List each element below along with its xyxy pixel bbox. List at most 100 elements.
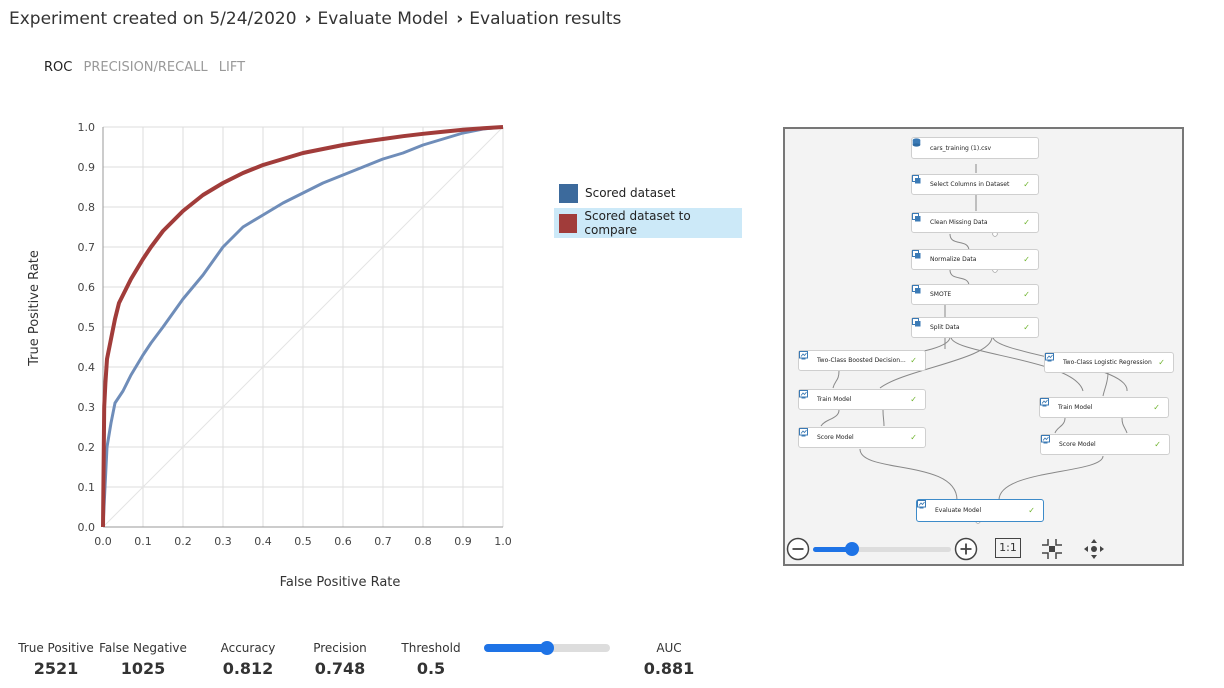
connector (859, 448, 958, 501)
threshold-slider-fill (484, 644, 547, 652)
connector (949, 233, 970, 252)
y-tick-label: 0.6 (78, 281, 96, 294)
zoom-in-icon[interactable] (954, 537, 978, 561)
breadcrumb-separator: › (304, 9, 312, 29)
y-tick-label: 0.2 (78, 441, 96, 454)
module-label: cars_training (1).csv (930, 144, 992, 152)
actual-size-button[interactable]: 1:1 (995, 538, 1021, 558)
module-icon (912, 250, 925, 264)
module-cars-training-1-csv[interactable]: cars_training (1).csv (911, 137, 1039, 159)
y-tick-label: 0.9 (78, 161, 96, 174)
breadcrumb-evaluate-model[interactable]: Evaluate Model (317, 9, 449, 29)
y-tick-label: 1.0 (78, 121, 96, 134)
module-score-model[interactable]: Score Model ✓ (1040, 434, 1170, 455)
zoom-slider[interactable] (813, 542, 951, 556)
model-icon (799, 428, 812, 442)
module-label: Train Model (1058, 404, 1093, 411)
stat-precision: Precision 0.748 (290, 641, 390, 678)
chart-series (101, 125, 504, 528)
canvas-zoom-controls: 1:1 (785, 535, 1185, 563)
legend-swatch (559, 213, 578, 233)
x-tick-label: 0.7 (374, 535, 392, 548)
module-icon (912, 213, 925, 227)
checkmark-icon: ✓ (1023, 255, 1030, 264)
module-train-model[interactable]: Train Model ✓ (1039, 397, 1169, 418)
checkmark-icon: ✓ (1158, 358, 1165, 367)
x-tick-label: 0.2 (174, 535, 192, 548)
connector (998, 455, 1104, 501)
y-tick-label: 0.7 (78, 241, 96, 254)
module-label: Evaluate Model (935, 507, 982, 514)
y-tick-label: 0.0 (78, 521, 96, 534)
model-icon (1041, 435, 1054, 449)
stat-value: 0.812 (222, 659, 274, 678)
stat-value: 0.748 (314, 659, 366, 678)
connector (820, 409, 840, 427)
module-score-model[interactable]: Score Model ✓ (798, 427, 926, 448)
x-tick-label: 0.9 (454, 535, 472, 548)
y-tick-label: 0.8 (78, 201, 96, 214)
experiment-canvas[interactable]: cars_training (1).csv Select Columns in D… (783, 127, 1184, 566)
zoom-slider-handle[interactable] (844, 542, 859, 556)
zoom-out-icon[interactable] (786, 537, 810, 561)
chart-grid (102, 126, 504, 528)
module-label: Score Model (1059, 441, 1096, 448)
module-evaluate-model[interactable]: Evaluate Model ✓ (916, 499, 1044, 522)
module-normalize-data[interactable]: Normalize Data ✓ (911, 249, 1039, 270)
model-icon (799, 390, 812, 404)
checkmark-icon: ✓ (910, 395, 917, 404)
module-two-class-boosted-decision[interactable]: Two-Class Boosted Decision... ✓ (798, 350, 926, 371)
legend-item-scored-dataset[interactable]: Scored dataset (554, 178, 742, 208)
module-label: Two-Class Boosted Decision... (817, 357, 906, 364)
threshold-slider-handle[interactable] (540, 641, 554, 655)
tab-precision-recall[interactable]: PRECISION/RECALL (83, 60, 208, 75)
stat-label: Precision (313, 641, 367, 655)
module-clean-missing-data[interactable]: Clean Missing Data ✓ (911, 212, 1039, 233)
chart-legend: Scored dataset Scored dataset to compare (554, 178, 742, 238)
model-icon (1040, 398, 1053, 412)
y-tick-label: 0.5 (78, 321, 96, 334)
tab-lift[interactable]: LIFT (218, 60, 246, 75)
checkmark-icon: ✓ (1023, 180, 1030, 189)
stat-label: True Positive (18, 641, 94, 655)
x-tick-label: 0.1 (134, 535, 152, 548)
checkmark-icon: ✓ (910, 356, 917, 365)
breadcrumb-experiment[interactable]: Experiment created on 5/24/2020 (9, 9, 297, 29)
roc-curve-scored-dataset-to-compare (101, 125, 504, 528)
checkmark-icon: ✓ (1023, 323, 1030, 332)
module-label: Clean Missing Data (930, 219, 988, 226)
module-icon (912, 318, 925, 332)
chart-ticks: 0.0 0.1 0.2 0.3 0.4 0.5 0.6 0.7 0.8 0.9 1.0 0.0 0.1 0… (78, 121, 512, 548)
stat-label: Threshold (401, 641, 461, 655)
module-two-class-logistic-regression[interactable]: Two-Class Logistic Regression ✓ (1044, 352, 1174, 373)
module-label: Normalize Data (930, 256, 977, 263)
stat-threshold: Threshold 0.5 (396, 641, 466, 678)
dataset-icon (912, 138, 925, 153)
stat-false-negative: False Negative 1025 (93, 641, 193, 678)
checkmark-icon: ✓ (1023, 290, 1030, 299)
x-tick-label: 0.4 (254, 535, 272, 548)
threshold-slider[interactable] (484, 641, 610, 655)
legend-swatch (559, 183, 578, 203)
module-select-columns-in-dataset[interactable]: Select Columns in Dataset ✓ (911, 174, 1039, 195)
module-label: SMOTE (930, 291, 952, 298)
checkmark-icon: ✓ (1153, 403, 1160, 412)
legend-item-scored-dataset-to-compare[interactable]: Scored dataset to compare (554, 208, 742, 238)
fit-to-screen-icon[interactable] (1040, 537, 1064, 561)
x-tick-label: 0.5 (294, 535, 312, 548)
stat-label: False Negative (99, 641, 187, 655)
checkmark-icon: ✓ (1028, 506, 1035, 515)
module-split-data[interactable]: Split Data ✓ (911, 317, 1039, 338)
tab-roc[interactable]: ROC (44, 60, 73, 75)
connector (950, 336, 1084, 392)
x-tick-label: 0.6 (334, 535, 352, 548)
legend-label: Scored dataset to compare (584, 209, 691, 237)
checkmark-icon: ✓ (1154, 440, 1161, 449)
chart-tabs: ROC PRECISION/RECALL LIFT (44, 60, 252, 75)
module-train-model[interactable]: Train Model ✓ (798, 389, 926, 410)
y-axis-title: True Positive Rate (27, 250, 42, 367)
checkmark-icon: ✓ (910, 433, 917, 442)
roc-chart: 0.0 0.1 0.2 0.3 0.4 0.5 0.6 0.7 0.8 0.9 1.0 0.0 0.1 0… (27, 121, 512, 590)
module-smote[interactable]: SMOTE ✓ (911, 284, 1039, 305)
pan-icon[interactable] (1082, 537, 1106, 561)
